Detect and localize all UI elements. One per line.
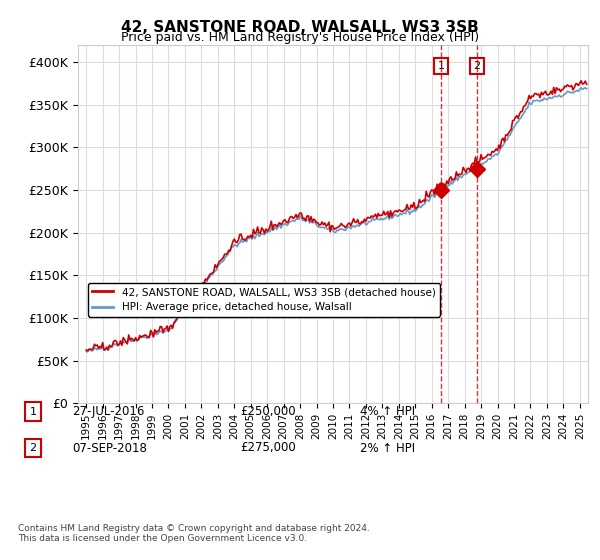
- Legend: 42, SANSTONE ROAD, WALSALL, WS3 3SB (detached house), HPI: Average price, detach: 42, SANSTONE ROAD, WALSALL, WS3 3SB (det…: [88, 283, 440, 316]
- Text: 4% ↑ HPI: 4% ↑ HPI: [360, 405, 415, 418]
- Text: 2% ↑ HPI: 2% ↑ HPI: [360, 441, 415, 455]
- Text: 2: 2: [29, 443, 37, 453]
- Text: 27-JUL-2016: 27-JUL-2016: [72, 405, 145, 418]
- Text: £275,000: £275,000: [240, 441, 296, 455]
- Text: Price paid vs. HM Land Registry's House Price Index (HPI): Price paid vs. HM Land Registry's House …: [121, 31, 479, 44]
- Text: 07-SEP-2018: 07-SEP-2018: [72, 441, 147, 455]
- Text: 1: 1: [438, 61, 445, 71]
- Text: 42, SANSTONE ROAD, WALSALL, WS3 3SB: 42, SANSTONE ROAD, WALSALL, WS3 3SB: [121, 20, 479, 35]
- Text: Contains HM Land Registry data © Crown copyright and database right 2024.
This d: Contains HM Land Registry data © Crown c…: [18, 524, 370, 543]
- Text: 2: 2: [473, 61, 481, 71]
- Text: 1: 1: [29, 407, 37, 417]
- Text: £250,000: £250,000: [240, 405, 296, 418]
